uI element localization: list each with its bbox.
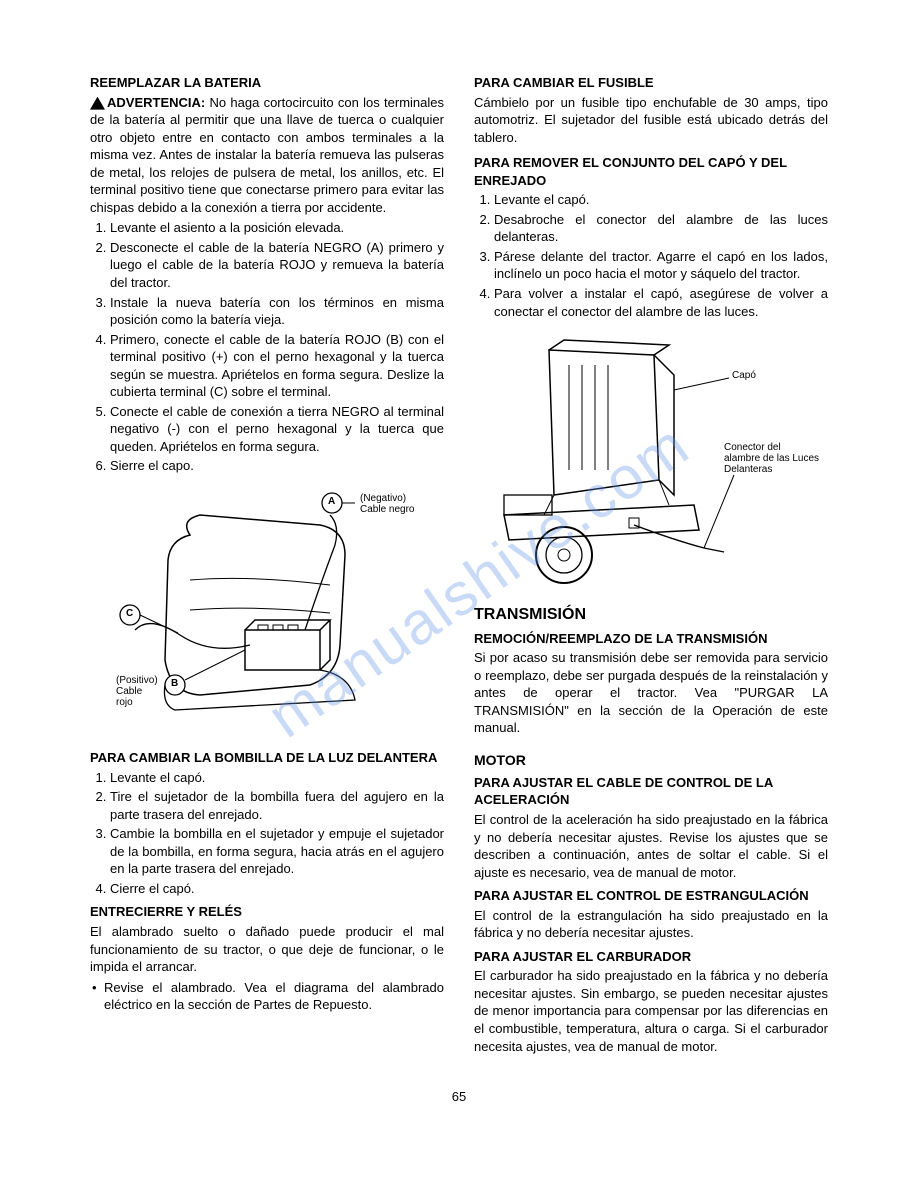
heading-transmission: REMOCIÓN/REEMPLAZO DE LA TRANSMISIÓN xyxy=(474,630,828,648)
list-item: Para volver a instalar el capó, asegúres… xyxy=(494,285,828,320)
diagram-label-text: alambre de las Luces xyxy=(724,453,819,464)
bulb-steps: Levante el capó. Tire el sujetador de la… xyxy=(110,769,444,898)
warning-icon xyxy=(90,97,105,110)
fuse-paragraph: Cámbielo por un fusible tipo enchufable … xyxy=(474,94,828,147)
list-item: Levante el capó. xyxy=(110,769,444,787)
diagram-label-text: Cable negro xyxy=(360,504,414,515)
diagram-label-A-letter: A xyxy=(328,496,335,507)
diagram-label-C-letter: C xyxy=(126,608,133,619)
list-item: Levante el capó. xyxy=(494,191,828,209)
list-item: Cierre el capó. xyxy=(110,880,444,898)
diagram-label-text: Cable xyxy=(116,686,142,697)
list-item: Levante el asiento a la posición elevada… xyxy=(110,219,444,237)
list-item: Párese delante del tractor. Agarre el ca… xyxy=(494,248,828,283)
list-item: Desconecte el cable de la batería NEGRO … xyxy=(110,239,444,292)
warning-paragraph: ADVERTENCIA: No haga cortocircuito con l… xyxy=(90,94,444,217)
list-item: Desabroche el conector del alambre de la… xyxy=(494,211,828,246)
list-item: Primero, conecte el cable de la batería … xyxy=(110,331,444,401)
diagram-label-capo: Capó xyxy=(732,370,756,381)
heading-carburetor: PARA AJUSTAR EL CARBURADOR xyxy=(474,948,828,966)
heading-fuse: PARA CAMBIAR EL FUSIBLE xyxy=(474,74,828,92)
heading-bulb: PARA CAMBIAR LA BOMBILLA DE LA LUZ DELAN… xyxy=(90,749,444,767)
diagram-label-text: (Positivo) xyxy=(116,675,158,686)
battery-steps: Levante el asiento a la posición elevada… xyxy=(110,219,444,475)
diagram-label-text: rojo xyxy=(116,697,133,708)
list-item: Tire el sujetador de la bombilla fuera d… xyxy=(110,788,444,823)
carburetor-paragraph: El carburador ha sido preajustado en la … xyxy=(474,967,828,1055)
list-item: Conecte el cable de conexión a tierra NE… xyxy=(110,403,444,456)
list-item: Revise el alambrado. Vea el diagrama del… xyxy=(90,979,444,1014)
heading-relay: ENTRECIERRE Y RELÉS xyxy=(90,903,444,921)
choke-paragraph: El control de la estrangulación ha sido … xyxy=(474,907,828,942)
relay-paragraph: El alambrado suelto o dañado puede produ… xyxy=(90,923,444,976)
right-column: PARA CAMBIAR EL FUSIBLE Cámbielo por un … xyxy=(474,70,828,1058)
diagram-label-A-text: (Negativo) Cable negro xyxy=(360,493,414,515)
page-number: 65 xyxy=(90,1088,828,1106)
battery-diagram: A (Negativo) Cable negro B C (Positivo) … xyxy=(90,485,444,735)
list-item: Instale la nueva batería con los término… xyxy=(110,294,444,329)
diagram-label-text: Conector del xyxy=(724,442,781,453)
page-content: REEMPLAZAR LA BATERIA ADVERTENCIA: No ha… xyxy=(90,70,828,1058)
heading-battery: REEMPLAZAR LA BATERIA xyxy=(90,74,444,92)
heading-motor-section: MOTOR xyxy=(474,751,828,770)
diagram-label-connector: Conector del alambre de las Luces Delant… xyxy=(724,442,819,475)
list-item: Cambie la bombilla en el sujetador y emp… xyxy=(110,825,444,878)
warning-label: ADVERTENCIA: xyxy=(107,95,205,110)
heading-hood: PARA REMOVER EL CONJUNTO DEL CAPÓ Y DEL … xyxy=(474,154,828,189)
list-item: Sierre el capo. xyxy=(110,457,444,475)
relay-bullets: Revise el alambrado. Vea el diagrama del… xyxy=(90,979,444,1014)
heading-choke: PARA AJUSTAR EL CONTROL DE ESTRANGULACIÓ… xyxy=(474,887,828,905)
heading-transmission-section: TRANSMISIÓN xyxy=(474,604,828,626)
diagram-label-positive: (Positivo) Cable rojo xyxy=(116,675,158,708)
diagram-label-B-letter: B xyxy=(171,678,178,689)
transmission-paragraph: Si por acaso su transmisión debe ser rem… xyxy=(474,649,828,737)
hood-steps: Levante el capó. Desabroche el conector … xyxy=(494,191,828,320)
left-column: REEMPLAZAR LA BATERIA ADVERTENCIA: No ha… xyxy=(90,70,444,1058)
diagram-label-text: (Negativo) xyxy=(360,493,406,504)
hood-diagram: Capó Conector del alambre de las Luces D… xyxy=(474,330,828,590)
heading-throttle: PARA AJUSTAR EL CABLE DE CONTROL DE LA A… xyxy=(474,774,828,809)
warning-text: No haga cortocircuito con los terminales… xyxy=(90,95,444,215)
diagram-label-text: Delanteras xyxy=(724,464,772,475)
throttle-paragraph: El control de la aceleración ha sido pre… xyxy=(474,811,828,881)
